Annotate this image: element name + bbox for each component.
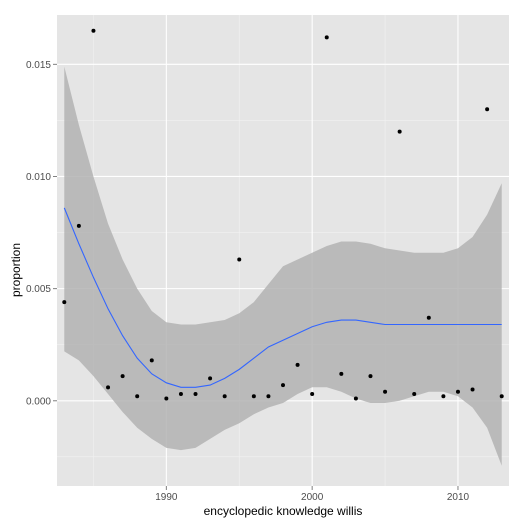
data-point xyxy=(266,394,271,399)
data-point xyxy=(339,371,344,376)
data-point xyxy=(281,383,285,388)
y-tick-label: 0.010 xyxy=(26,172,51,183)
data-point xyxy=(208,376,213,381)
data-point xyxy=(310,392,315,397)
data-point xyxy=(324,35,329,40)
x-tick-label: 2000 xyxy=(301,492,324,503)
y-tick-label: 0.000 xyxy=(26,396,51,407)
data-point xyxy=(164,396,169,401)
data-point xyxy=(149,358,154,363)
confidence-ribbon xyxy=(64,66,502,466)
data-point xyxy=(499,394,504,399)
data-point xyxy=(91,28,96,33)
data-point xyxy=(120,374,125,379)
data-point xyxy=(135,394,140,399)
data-point xyxy=(76,223,81,228)
data-point xyxy=(251,394,256,399)
x-tick-label: 1990 xyxy=(155,492,178,503)
data-point xyxy=(106,385,111,390)
data-point xyxy=(353,396,358,401)
data-point xyxy=(455,389,460,394)
scatter-points xyxy=(62,28,504,401)
data-point xyxy=(426,315,431,320)
data-point xyxy=(62,300,67,305)
data-point xyxy=(295,362,300,367)
data-point xyxy=(193,392,198,397)
data-point xyxy=(368,374,373,379)
x-axis-title: encyclopedic knowledge willis xyxy=(204,504,363,518)
y-axis-ticks: 0.000 0.005 0.010 0.015 xyxy=(26,60,57,407)
x-axis-ticks: 1990 2000 2010 xyxy=(155,486,470,503)
data-point xyxy=(441,394,446,399)
plot-panel xyxy=(57,15,509,486)
y-axis-title: proportion xyxy=(9,243,23,297)
data-point xyxy=(412,392,417,397)
y-tick-label: 0.005 xyxy=(26,284,51,295)
data-point xyxy=(397,129,402,134)
data-point xyxy=(383,389,388,394)
data-point xyxy=(222,394,227,399)
data-point xyxy=(470,387,475,392)
y-tick-label: 0.015 xyxy=(26,60,51,71)
data-point xyxy=(485,107,490,112)
data-point xyxy=(237,257,242,262)
smooth-line xyxy=(63,207,502,388)
x-tick-label: 2010 xyxy=(447,492,470,503)
data-point xyxy=(178,392,183,397)
